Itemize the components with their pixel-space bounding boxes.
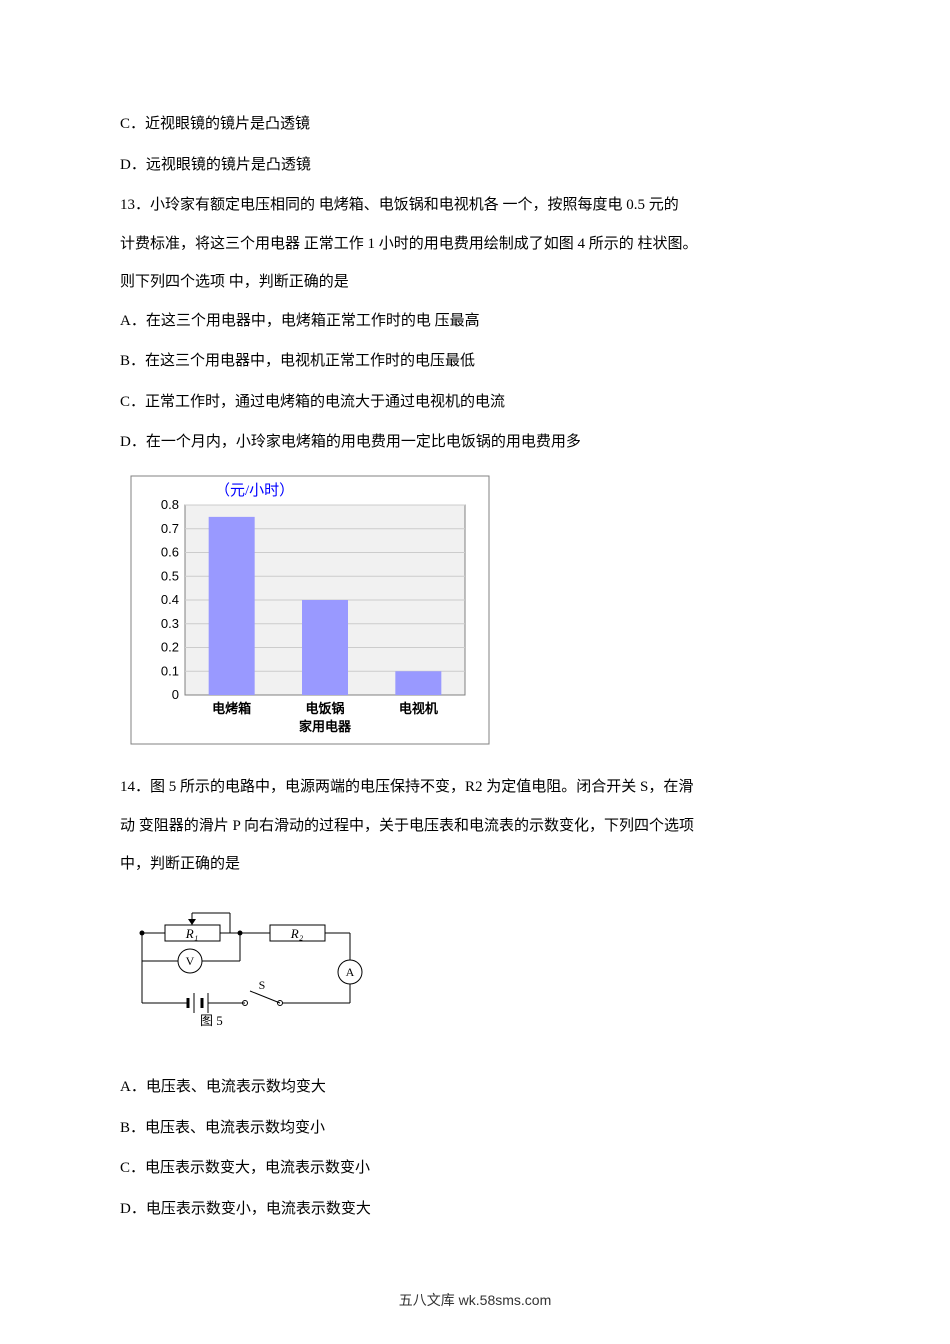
question-14: 14．图 5 所示的电路中，电源两端的电压保持不变，R2 为定值电阻。闭合开关 … — [120, 773, 830, 1223]
svg-text:图 5: 图 5 — [200, 1013, 223, 1028]
q14-option-c: C．电压表示数变大，电流表示数变小 — [120, 1154, 830, 1183]
q14-option-b: B．电压表、电流表示数均变小 — [120, 1114, 830, 1143]
q12-option-c: C．近视眼镜的镜片是凸透镜 — [120, 110, 830, 139]
circuit-svg: R₁ R₂ V A S 图 5 — [130, 903, 370, 1033]
q13-stem-line3: 则下列四个选项 中，判断正确的是 — [120, 268, 830, 297]
question-13: 13．小玲家有额定电压相同的 电烤箱、电饭锅和电视机各 一个，按照每度电 0.5… — [120, 191, 830, 755]
svg-text:电饭锅: 电饭锅 — [305, 701, 344, 716]
q13-stem-line1: 13．小玲家有额定电压相同的 电烤箱、电饭锅和电视机各 一个，按照每度电 0.5… — [120, 191, 830, 220]
svg-text:0: 0 — [172, 687, 179, 702]
svg-text:电烤箱: 电烤箱 — [212, 701, 251, 716]
q13-option-c: C．正常工作时，通过电烤箱的电流大于通过电视机的电流 — [120, 388, 830, 417]
svg-text:R₂: R₂ — [290, 926, 304, 941]
svg-text:0.6: 0.6 — [161, 544, 179, 559]
svg-text:0.2: 0.2 — [161, 639, 179, 654]
q13-option-a: A．在这三个用电器中，电烤箱正常工作时的电 压最高 — [120, 307, 830, 336]
svg-text:电视机: 电视机 — [399, 701, 438, 716]
q14-option-a: A．电压表、电流表示数均变大 — [120, 1073, 830, 1102]
q13-chart: （元/小时） 0 0.1 0.2 0.3 0.4 0.5 0.6 0.7 0.8 电烤箱 电饭锅 电视机… — [130, 475, 830, 756]
svg-text:0.1: 0.1 — [161, 663, 179, 678]
q14-stem-line1: 14．图 5 所示的电路中，电源两端的电压保持不变，R2 为定值电阻。闭合开关 … — [120, 773, 830, 802]
q14-stem-line2: 动 变阻器的滑片 P 向右滑动的过程中，关于电压表和电流表的示数变化，下列四个选… — [120, 812, 830, 841]
q13-stem-line2: 计费标准，将这三个用电器 正常工作 1 小时的用电费用绘制成了如图 4 所示的 … — [120, 230, 830, 259]
q14-option-d: D．电压表示数变小，电流表示数变大 — [120, 1195, 830, 1224]
svg-text:0.7: 0.7 — [161, 520, 179, 535]
svg-text:V: V — [186, 954, 195, 968]
bar-chart-svg: （元/小时） 0 0.1 0.2 0.3 0.4 0.5 0.6 0.7 0.8 电烤箱 电饭锅 电视机… — [130, 475, 490, 745]
svg-text:0.8: 0.8 — [161, 497, 179, 512]
svg-text:家用电器: 家用电器 — [299, 719, 352, 734]
svg-text:R₁: R₁ — [185, 926, 198, 941]
q14-circuit: R₁ R₂ V A S 图 5 — [130, 903, 830, 1044]
q13-option-b: B．在这三个用电器中，电视机正常工作时的电压最低 — [120, 347, 830, 376]
svg-text:（元/小时）: （元/小时） — [215, 482, 294, 499]
q12-option-d: D．远视眼镜的镜片是凸透镜 — [120, 151, 830, 180]
svg-text:A: A — [346, 965, 355, 979]
q14-stem-line3: 中，判断正确的是 — [120, 850, 830, 879]
page-footer: 五八文库 wk.58sms.com — [0, 1287, 950, 1314]
page: C．近视眼镜的镜片是凸透镜 D．远视眼镜的镜片是凸透镜 13．小玲家有额定电压相… — [0, 0, 950, 1344]
svg-text:0.5: 0.5 — [161, 568, 179, 583]
svg-text:S: S — [259, 978, 266, 992]
svg-text:0.4: 0.4 — [161, 592, 179, 607]
svg-text:0.3: 0.3 — [161, 615, 179, 630]
q13-option-d: D．在一个月内，小玲家电烤箱的用电费用一定比电饭锅的用电费用多 — [120, 428, 830, 457]
